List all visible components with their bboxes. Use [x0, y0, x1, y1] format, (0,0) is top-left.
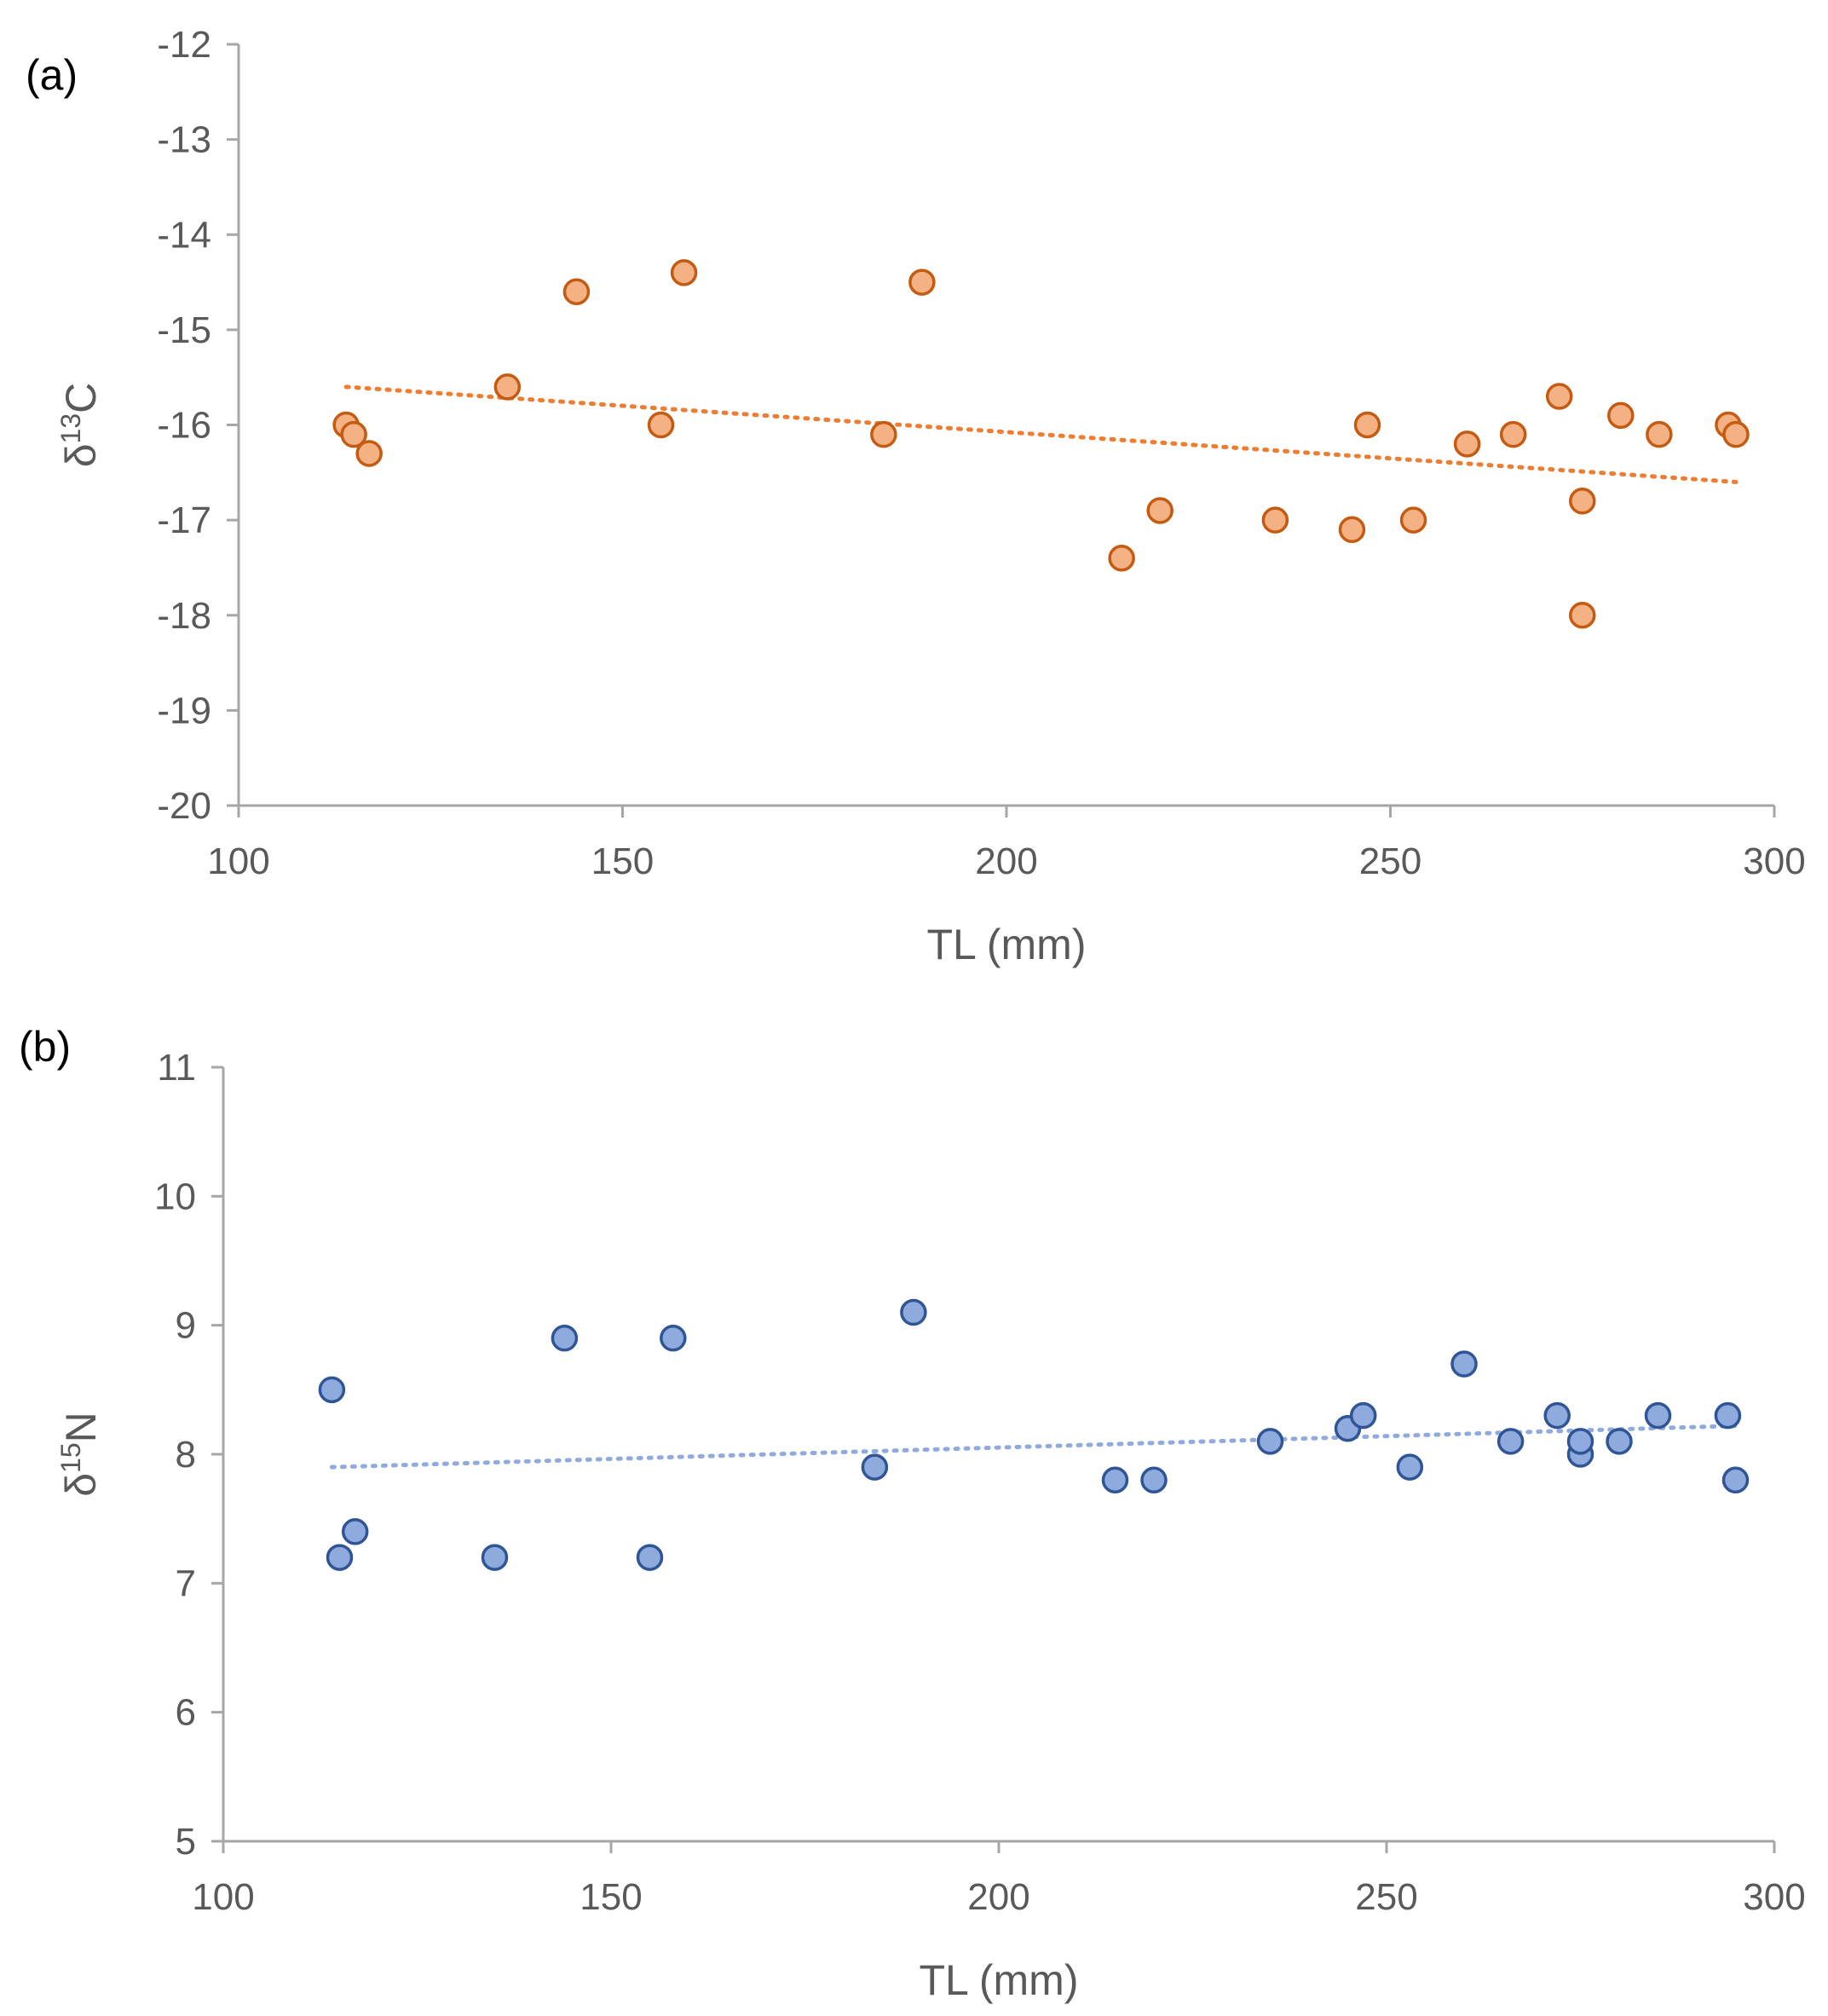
x-axis-title: TL (mm): [920, 1956, 1079, 2004]
data-point: [562, 278, 591, 305]
x-tick-label: 100: [192, 1876, 254, 1918]
y-tick-label: -17: [157, 500, 211, 541]
panel-label: (b): [19, 1023, 71, 1071]
data-point: [355, 440, 383, 467]
data-point: [870, 420, 897, 448]
data-point: [1101, 1466, 1129, 1494]
data-point: [1646, 420, 1673, 448]
trendline: [343, 384, 1739, 484]
x-tick-label: 250: [1359, 840, 1421, 882]
data-point: [1543, 1401, 1571, 1430]
data-point: [636, 1544, 664, 1571]
panel-label: (a): [26, 51, 78, 99]
data-point: [318, 1376, 346, 1404]
chart-panel-2: (b) 5 6 7 8 9 10 11 100 150 200 250 300 TL (mm) δ15N: [19, 1023, 1806, 2004]
y-axis-title: δ15N: [55, 1412, 105, 1497]
data-point: [1569, 602, 1596, 629]
y-tick-label: -15: [157, 309, 211, 351]
data-point: [340, 420, 367, 448]
data-point: [1349, 1401, 1377, 1430]
data-point: [908, 269, 936, 296]
y-tick-label: -14: [157, 214, 211, 256]
data-point: [341, 1518, 369, 1545]
data-point: [1146, 497, 1173, 524]
data-point: [1453, 430, 1481, 458]
data-point: [1450, 1350, 1478, 1378]
chart-panel-1: (a) -20 -19 -18 -17 -16 -15 -14 -13 -12 100 150 200 2…: [26, 24, 1806, 968]
data-point: [1569, 488, 1596, 515]
x-tick-label: 250: [1355, 1876, 1417, 1918]
y-tick-label: 9: [176, 1305, 196, 1347]
x-tick-label: 150: [591, 840, 654, 882]
y-tick-label: -19: [157, 690, 211, 731]
data-point: [1499, 420, 1527, 448]
y-axis-title: δ13C: [55, 383, 105, 468]
data-point: [660, 1325, 687, 1352]
data-point: [647, 411, 675, 439]
data-point: [493, 373, 522, 401]
y-tick-label: 10: [154, 1176, 196, 1217]
data-point: [1545, 383, 1573, 410]
y-tick-label: 8: [176, 1434, 196, 1476]
data-point: [1338, 516, 1366, 544]
x-tick-label: 150: [580, 1876, 642, 1918]
trendline: [329, 1424, 1738, 1470]
data-point: [861, 1453, 889, 1481]
x-tick-label: 100: [207, 840, 269, 882]
y-tick-label: 5: [176, 1821, 196, 1863]
data-point: [900, 1298, 927, 1326]
data-point: [1606, 1428, 1633, 1455]
data-point: [1566, 1428, 1594, 1455]
data-point: [1261, 506, 1289, 534]
data-point: [1396, 1453, 1424, 1481]
data-point: [326, 1544, 354, 1571]
y-tick-label: -18: [157, 595, 211, 637]
data-point: [1722, 420, 1750, 448]
y-tick-label: -12: [157, 24, 211, 66]
data-point: [1644, 1401, 1672, 1430]
data-point: [1607, 401, 1635, 430]
data-point: [1714, 1401, 1742, 1430]
x-axis-title: TL (mm): [927, 921, 1087, 968]
y-tick-label: 11: [157, 1047, 196, 1089]
x-tick-label: 200: [975, 840, 1037, 882]
y-tick-label: -20: [157, 785, 211, 827]
data-point: [1721, 1466, 1750, 1494]
y-tick-label: 6: [176, 1692, 196, 1734]
x-tick-label: 200: [967, 1876, 1029, 1918]
data-point: [1256, 1428, 1284, 1455]
y-tick-label: 7: [176, 1563, 196, 1604]
data-point: [1496, 1428, 1525, 1455]
data-point: [1353, 411, 1381, 439]
data-point: [1140, 1466, 1168, 1494]
data-point: [1108, 545, 1135, 572]
data-point: [670, 259, 698, 286]
data-point: [481, 1544, 509, 1571]
x-tick-label: 300: [1743, 1876, 1805, 1918]
x-tick-label: 300: [1743, 840, 1805, 882]
y-tick-label: -13: [157, 119, 211, 161]
data-point: [551, 1325, 579, 1352]
data-point: [1399, 506, 1427, 534]
y-tick-label: -16: [157, 405, 211, 447]
